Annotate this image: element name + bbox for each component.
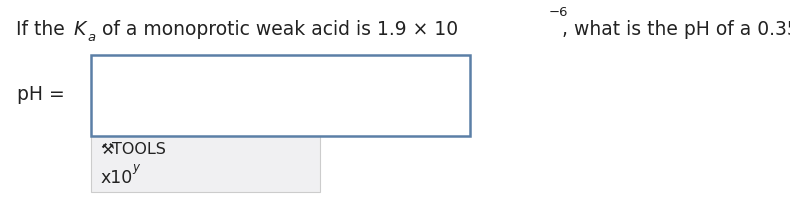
Text: TOOLS: TOOLS	[112, 142, 166, 156]
Text: , what is the pH of a 0.35 M solution of this acid?: , what is the pH of a 0.35 M solution of…	[562, 20, 790, 39]
Text: x10: x10	[100, 168, 133, 186]
Text: y: y	[133, 161, 140, 173]
Text: pH =: pH =	[17, 85, 65, 103]
Text: If the: If the	[16, 20, 70, 39]
Text: −6: −6	[548, 6, 568, 19]
Text: $\mathit{K}$: $\mathit{K}$	[73, 20, 89, 39]
Text: $\mathit{a}$: $\mathit{a}$	[87, 31, 96, 44]
Text: ⚒: ⚒	[100, 142, 114, 156]
Text: of a monoprotic weak acid is 1.9 × 10: of a monoprotic weak acid is 1.9 × 10	[96, 20, 458, 39]
